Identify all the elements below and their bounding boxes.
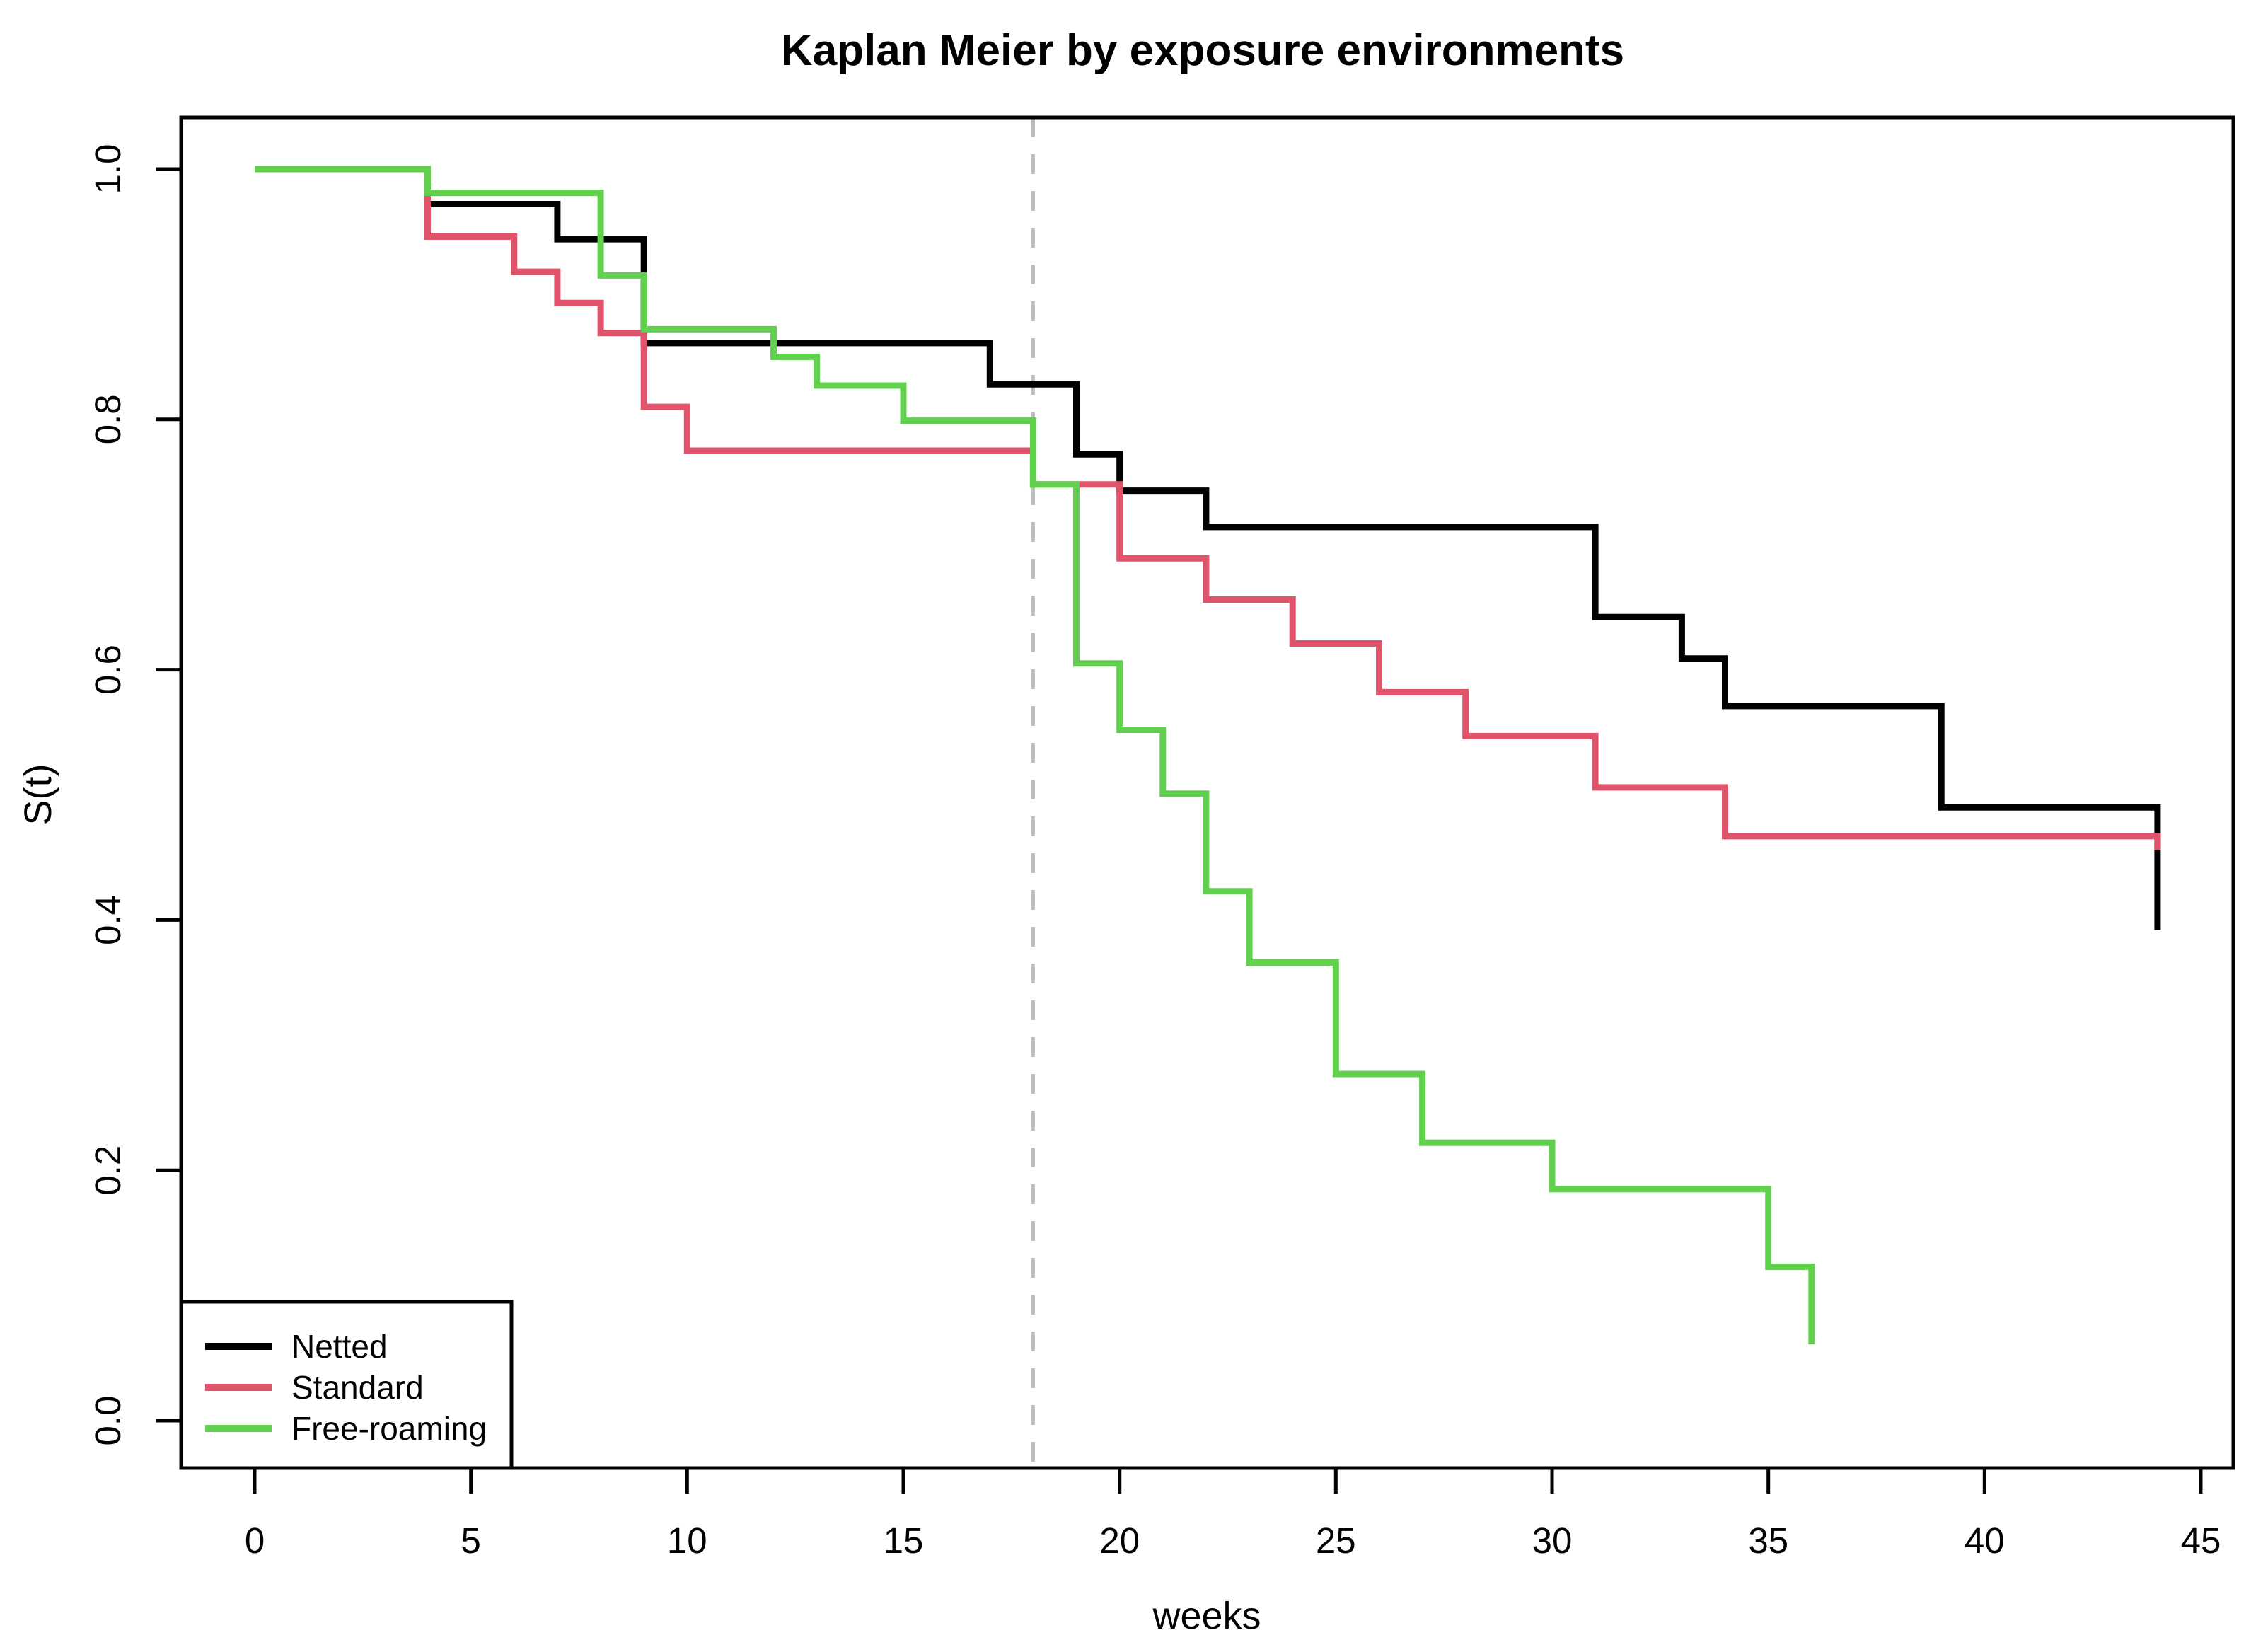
y-tick-label: 1.0 (88, 144, 128, 195)
x-tick-label: 15 (884, 1520, 924, 1561)
x-tick-label: 35 (1748, 1520, 1788, 1561)
x-tick-label: 45 (2181, 1520, 2221, 1561)
x-tick-label: 0 (245, 1520, 265, 1561)
curve-free-roaming (255, 166, 1815, 1345)
y-axis-label: S(t) (17, 764, 59, 826)
x-tick-label: 20 (1099, 1520, 1140, 1561)
y-tick-label: 0.0 (88, 1396, 128, 1446)
legend-label: Standard (291, 1369, 424, 1406)
y-tick-label: 0.2 (88, 1145, 128, 1196)
x-tick-label: 25 (1316, 1520, 1356, 1561)
y-tick-label: 0.8 (88, 394, 128, 444)
y-tick-label: 0.4 (88, 895, 128, 945)
y-tick-label: 0.6 (88, 645, 128, 695)
legend-label: Netted (291, 1328, 388, 1365)
x-tick-label: 5 (461, 1520, 481, 1561)
x-tick-label: 30 (1532, 1520, 1573, 1561)
plot-layer: 0 5 10 15 20 25 30 35 40 45 0.0 0.2 0.4 0.6 0.8 1.0 Nett… (88, 115, 2235, 1561)
curve-standard (255, 166, 2161, 850)
x-tick-label: 40 (1964, 1520, 2005, 1561)
legend-label: Free-roaming (291, 1410, 487, 1447)
x-tick-label: 10 (667, 1520, 707, 1561)
x-axis-label: weeks (1152, 1595, 1261, 1637)
chart-title: Kaplan Meier by exposure environments (781, 26, 1624, 75)
plot-box (179, 115, 2235, 1470)
